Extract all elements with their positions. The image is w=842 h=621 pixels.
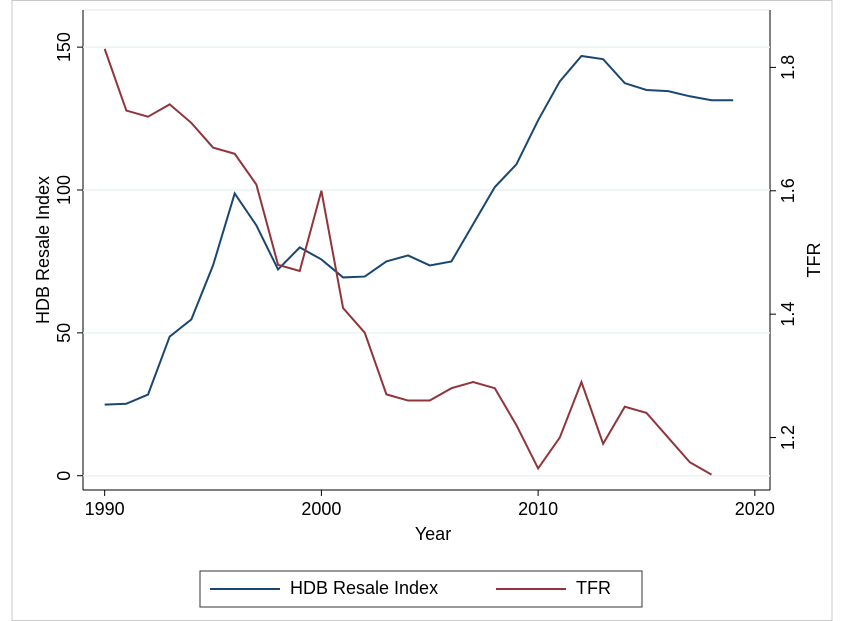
y2-tick-label: 1.6 (778, 178, 798, 203)
x-tick-label: 2020 (735, 499, 775, 519)
plot-area (82, 9, 771, 491)
y2-tick-label: 1.4 (778, 302, 798, 327)
series-line (104, 54, 734, 406)
y-tick-label: 100 (54, 175, 74, 205)
x-tick-label: 1990 (85, 499, 125, 519)
y2-tick-label: 1.2 (778, 425, 798, 450)
y-tick-label: 150 (54, 32, 74, 62)
y-tick-label: 0 (54, 471, 74, 481)
x-tick-label: 2010 (518, 499, 558, 519)
legend-label: HDB Resale Index (290, 578, 438, 598)
x-axis-title: Year (415, 524, 451, 544)
series-line (103, 48, 712, 476)
x-tick-label: 2000 (301, 499, 341, 519)
y2-axis-title: TFR (804, 243, 824, 278)
y2-tick-label: 1.8 (778, 55, 798, 80)
legend-label: TFR (576, 578, 611, 598)
y-axis-title: HDB Resale Index (33, 176, 53, 324)
y-tick-label: 50 (54, 323, 74, 343)
